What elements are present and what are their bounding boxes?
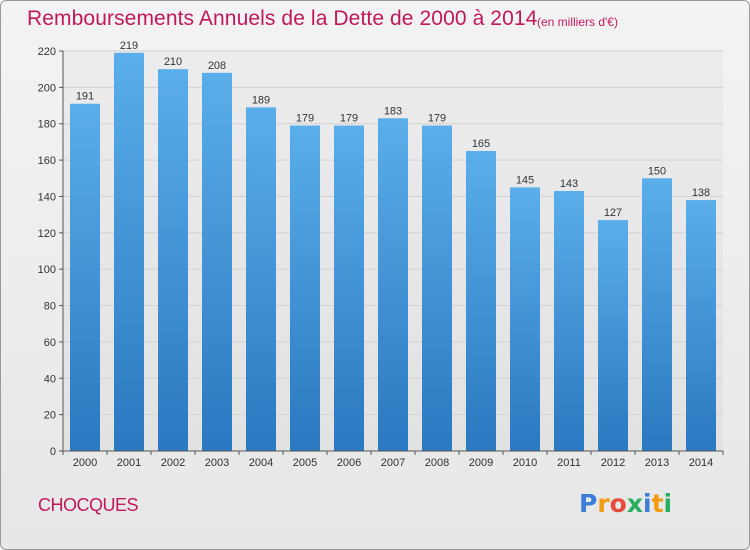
x-tick-label: 2012 [601,457,625,469]
bar-2011 [554,191,584,451]
x-tick-label: 2009 [469,457,493,469]
data-label: 183 [384,105,402,117]
bar-2013 [642,178,672,452]
logo-letter: x [626,489,643,518]
data-label: 189 [252,94,270,106]
logo-letter: i [663,489,673,518]
data-label: 208 [208,60,226,72]
y-tick-label: 140 [38,191,56,203]
bar-2014 [686,200,716,451]
bar-2012 [598,220,628,451]
y-tick-label: 180 [38,119,56,131]
x-tick-label: 2002 [161,457,185,469]
bar-2000 [70,103,100,452]
proxiti-logo: Proxiti [579,489,672,518]
logo-letter: r [597,489,610,518]
y-tick-label: 20 [44,410,56,422]
data-label: 179 [296,113,314,125]
x-tick-label: 2006 [337,457,361,469]
data-label: 191 [76,91,94,103]
x-tick-label: 2004 [249,457,273,469]
bar-2001 [114,52,144,452]
chart-title: Remboursements Annuels de la Dette de 20… [27,7,538,30]
data-label: 165 [472,138,490,150]
bar-2007 [378,118,408,451]
logo-letter: o [609,489,627,518]
x-tick-label: 2008 [425,457,449,469]
data-label: 138 [692,187,710,199]
x-tick-label: 2007 [381,457,405,469]
logo-letter: P [579,489,598,518]
bar-2004 [246,107,276,451]
y-tick-label: 200 [38,82,56,94]
y-tick-label: 80 [44,301,56,313]
chart-subtitle: (en milliers d'€) [537,15,618,29]
bar-2006 [334,125,364,451]
y-tick-label: 160 [38,155,56,167]
data-label: 210 [164,56,182,68]
y-tick-label: 100 [38,264,56,276]
x-tick-label: 2003 [205,457,229,469]
x-tick-label: 2011 [557,457,581,469]
bar-2009 [466,151,496,451]
data-label: 143 [560,178,578,190]
y-tick-label: 220 [38,46,56,58]
bar-2003 [202,72,232,452]
bar-2008 [422,125,452,451]
y-tick-label: 0 [50,446,56,458]
logo-letter: t [651,489,664,518]
x-tick-label: 2000 [73,457,97,469]
y-tick-label: 120 [38,228,56,240]
data-label: 127 [604,207,622,219]
bar-2002 [158,69,188,451]
data-label: 145 [516,174,534,186]
x-tick-label: 2010 [513,457,537,469]
commune-name: CHOCQUES [38,495,139,515]
data-label: 219 [120,40,138,52]
x-tick-label: 2014 [689,457,713,469]
logo-letter: i [643,489,652,518]
data-label: 179 [340,113,358,125]
bar-2005 [290,125,320,451]
y-tick-label: 40 [44,373,56,385]
data-label: 179 [428,113,446,125]
bar-2010 [510,187,540,451]
y-tick-label: 60 [44,337,56,349]
x-tick-label: 2005 [293,457,317,469]
data-label: 150 [648,165,666,177]
x-tick-label: 2013 [645,457,669,469]
x-tick-label: 2001 [117,457,141,469]
